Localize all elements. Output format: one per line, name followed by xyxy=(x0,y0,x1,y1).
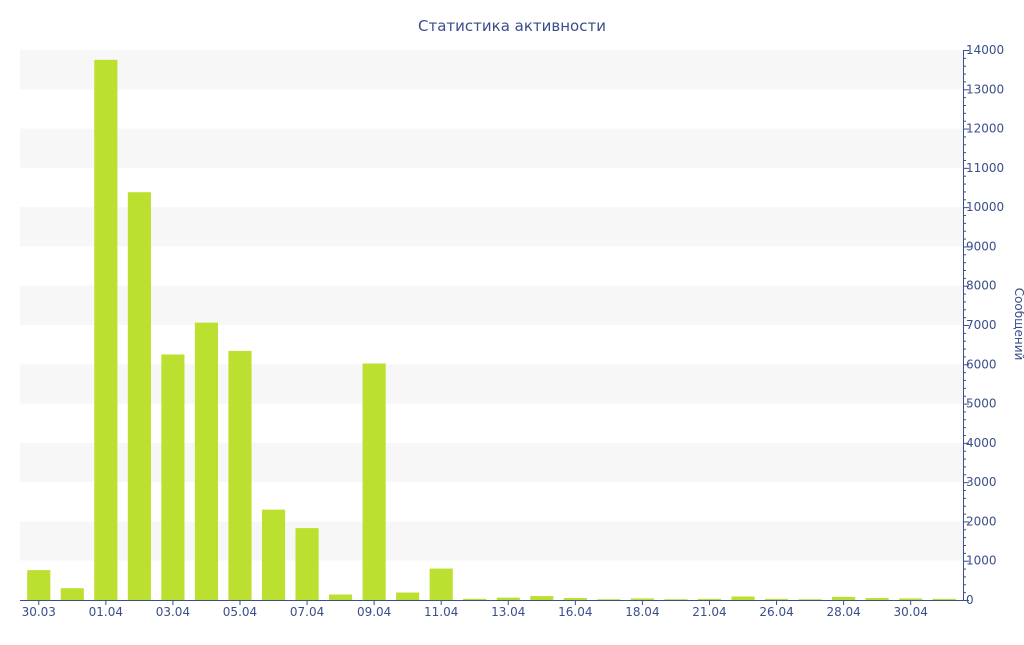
grid-band xyxy=(20,285,963,325)
bar-06.04 xyxy=(261,509,286,600)
grid-band xyxy=(20,128,963,168)
x-tick-label: 07.04 xyxy=(290,605,324,619)
x-tick-label: 09.04 xyxy=(357,605,391,619)
bar-05.04 xyxy=(228,350,252,600)
x-tick-label: 13.04 xyxy=(491,605,525,619)
bar-07.04 xyxy=(295,528,319,600)
y-tick-label: 14000 xyxy=(966,43,1004,57)
y-tick-label: 13000 xyxy=(966,82,1004,96)
x-axis: 30.03 01.04 03.04 05.04 07.04 09.04 11.04 13.04… xyxy=(20,600,963,619)
bar-16.04 xyxy=(563,598,587,600)
bar-29.04 xyxy=(865,598,889,600)
bar-31.03 xyxy=(60,588,84,600)
bar-26.04 xyxy=(764,598,789,600)
x-tick-label: 30.03 xyxy=(22,605,56,619)
y-tick-label: 1000 xyxy=(966,554,997,568)
y-tick-label: 7000 xyxy=(966,318,997,332)
bar-10.04 xyxy=(396,592,420,600)
bar-27.04 xyxy=(798,599,822,600)
x-tick-label: 28.04 xyxy=(826,605,860,619)
bar-02.04 xyxy=(127,192,151,600)
grid-band xyxy=(20,50,963,90)
chart-title: Статистика активности xyxy=(418,17,606,35)
x-tick-label: 30.04 xyxy=(894,605,928,619)
x-tick-label: 26.04 xyxy=(759,605,793,619)
y-axis: 0 1000 2000 3000 4000 5000 6000 7000 8000 9000 100… xyxy=(963,43,1004,607)
y-tick-label: 6000 xyxy=(966,357,997,371)
bar-17.04 xyxy=(597,599,621,600)
y-tick-label: 12000 xyxy=(966,122,1004,136)
bar-19.04 xyxy=(664,599,688,600)
bar-11.04 xyxy=(429,568,453,600)
x-tick-label: 01.04 xyxy=(89,605,123,619)
x-tick-label: 18.04 xyxy=(625,605,659,619)
x-tick-label: 03.04 xyxy=(156,605,190,619)
y-tick-label: 2000 xyxy=(966,514,997,528)
y-tick-label: 4000 xyxy=(966,436,997,450)
y-tick-label: 10000 xyxy=(966,200,1004,214)
bar-13.04 xyxy=(496,597,520,600)
bar-18.04 xyxy=(630,598,654,600)
bar-30.04 xyxy=(899,598,923,600)
x-tick-label: 11.04 xyxy=(424,605,458,619)
y-tick-label: 9000 xyxy=(966,239,997,253)
x-tick-label: 16.04 xyxy=(558,605,592,619)
grid-bands xyxy=(20,50,963,561)
grid-band xyxy=(20,207,963,247)
y-tick-label: 5000 xyxy=(966,397,997,411)
bars-group xyxy=(27,59,956,601)
bar-14.04 xyxy=(530,596,554,600)
x-tick-label: 05.04 xyxy=(223,605,257,619)
bar-12.04 xyxy=(463,598,487,600)
bar-01.04 xyxy=(94,59,118,601)
y-tick-label: 3000 xyxy=(966,475,997,489)
bar-09.04 xyxy=(362,363,386,600)
x-tick-label: 21.04 xyxy=(692,605,726,619)
bar-30.03 xyxy=(27,570,51,600)
bar-28.04 xyxy=(832,596,856,600)
y-tick-label: 11000 xyxy=(966,161,1004,175)
bar-24.04 xyxy=(731,596,755,600)
y-tick-label: 0 xyxy=(966,593,974,607)
bar-01.05 xyxy=(932,598,956,600)
y-axis-label: Сообщений xyxy=(1012,288,1024,361)
bar-21.04 xyxy=(697,598,722,600)
bar-04.04 xyxy=(194,322,219,600)
bar-08.04 xyxy=(329,594,353,600)
y-tick-label: 8000 xyxy=(966,279,997,293)
bar-03.04 xyxy=(161,354,185,600)
